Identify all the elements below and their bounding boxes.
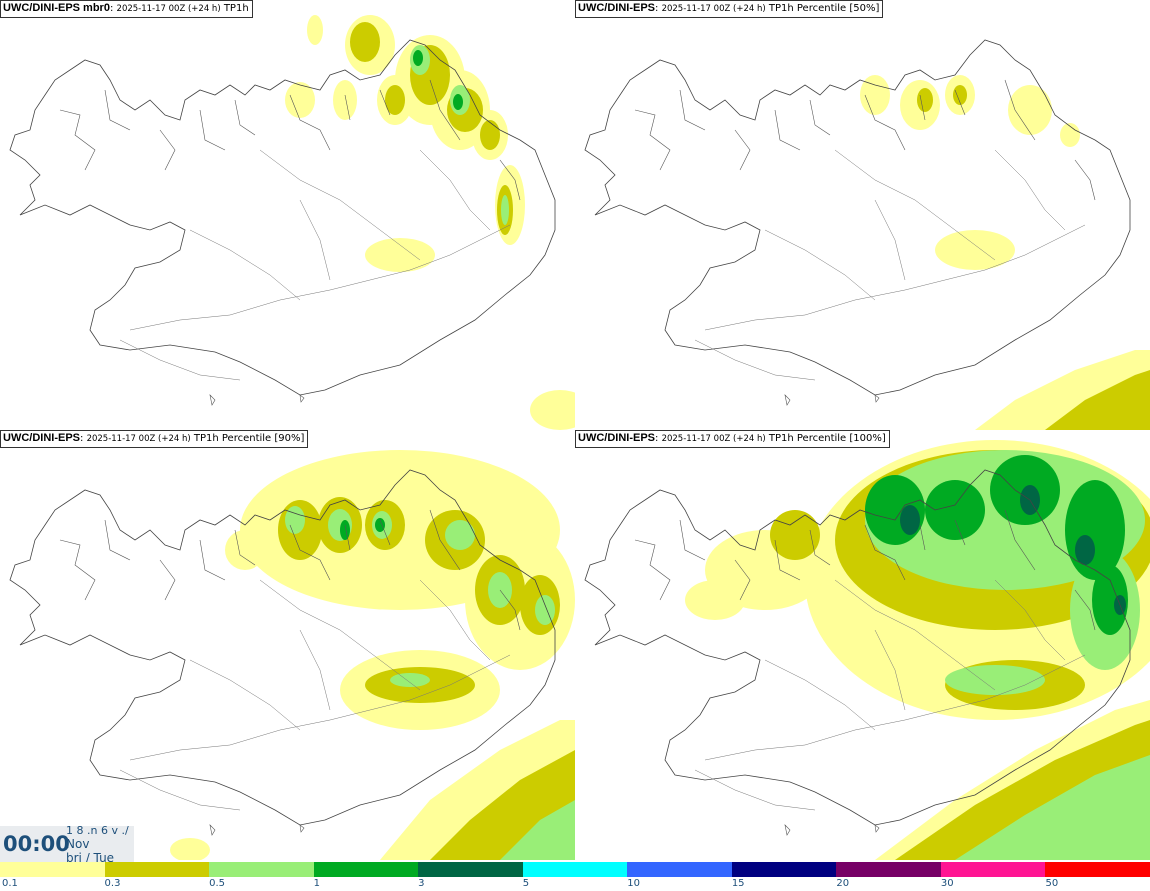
map-panel-p90: UWC/DINI-EPS: 2025-11-17 00Z (+24 h) TP1… bbox=[0, 430, 575, 860]
colorbar-label: 30 bbox=[940, 878, 954, 889]
colorbar-label: 15 bbox=[731, 878, 745, 889]
precip-map bbox=[9, 450, 575, 860]
colorbar-label: 50 bbox=[1045, 878, 1059, 889]
valid-time-month: Nov bbox=[66, 837, 90, 851]
colorbar-label: 0.1 bbox=[2, 878, 18, 889]
colorbar-label: 3 bbox=[418, 878, 425, 889]
panel-title: UWC/DINI-EPS: 2025-11-17 00Z (+24 h) TP1… bbox=[575, 430, 890, 448]
panel-title: UWC/DINI-EPS: 2025-11-17 00Z (+24 h) TP1… bbox=[575, 0, 884, 18]
precip-map bbox=[584, 440, 1150, 860]
precip-moderate bbox=[350, 22, 513, 235]
colorbar-swatch bbox=[418, 862, 524, 877]
colorbar-label: 0.3 bbox=[104, 878, 121, 889]
precip-map bbox=[9, 15, 575, 430]
colorbar-label: 1 bbox=[313, 878, 320, 889]
colorbar-label: 20 bbox=[836, 878, 850, 889]
colorbar-swatch bbox=[627, 862, 733, 877]
precip-light bbox=[860, 75, 1150, 430]
colorbar-swatch bbox=[104, 862, 210, 877]
colorbar-label: 10 bbox=[627, 878, 640, 889]
panel-title: UWC/DINI-EPS: 2025-11-17 00Z (+24 h) TP1… bbox=[0, 430, 309, 448]
colorbar-swatch bbox=[0, 862, 105, 877]
valid-time-weekday: bri / Tue bbox=[66, 851, 115, 862]
colorbar-swatch bbox=[313, 862, 419, 877]
panel-title: UWC/DINI-EPS mbr0: 2025-11-17 00Z (+24 h… bbox=[0, 0, 253, 18]
colorbar-label: 0.5 bbox=[209, 878, 225, 889]
map-panel-p50: UWC/DINI-EPS: 2025-11-17 00Z (+24 h) TP1… bbox=[575, 0, 1150, 430]
precip-colorbar: 0.1 0.3 0.5 1 3 5 10 15 20 30 50 bbox=[0, 862, 1150, 891]
colorbar-swatch bbox=[522, 862, 628, 877]
colorbar-swatch bbox=[836, 862, 942, 877]
colorbar-label: 5 bbox=[522, 878, 530, 889]
colorbar-swatch bbox=[1045, 862, 1150, 877]
precip-map bbox=[584, 39, 1150, 430]
valid-time-clock: 00:00 bbox=[3, 832, 70, 856]
colorbar-swatch bbox=[940, 862, 1046, 877]
map-panel-mbr0: UWC/DINI-EPS mbr0: 2025-11-17 00Z (+24 h… bbox=[0, 0, 575, 430]
precip-very-heavy bbox=[413, 50, 463, 110]
map-panel-p100: UWC/DINI-EPS: 2025-11-17 00Z (+24 h) TP1… bbox=[575, 430, 1150, 860]
colorbar-swatch bbox=[209, 862, 315, 877]
precip-very-heavy bbox=[340, 518, 385, 540]
precip-moderate bbox=[917, 85, 1150, 430]
precip-extreme bbox=[900, 485, 1126, 615]
valid-time-date-partial: 1 8 .n 6 v ./ bbox=[66, 824, 129, 837]
valid-time-box: 00:00 1 8 .n 6 v ./ Nov bri / Tue bbox=[0, 824, 134, 862]
colorbar-swatch bbox=[731, 862, 837, 877]
